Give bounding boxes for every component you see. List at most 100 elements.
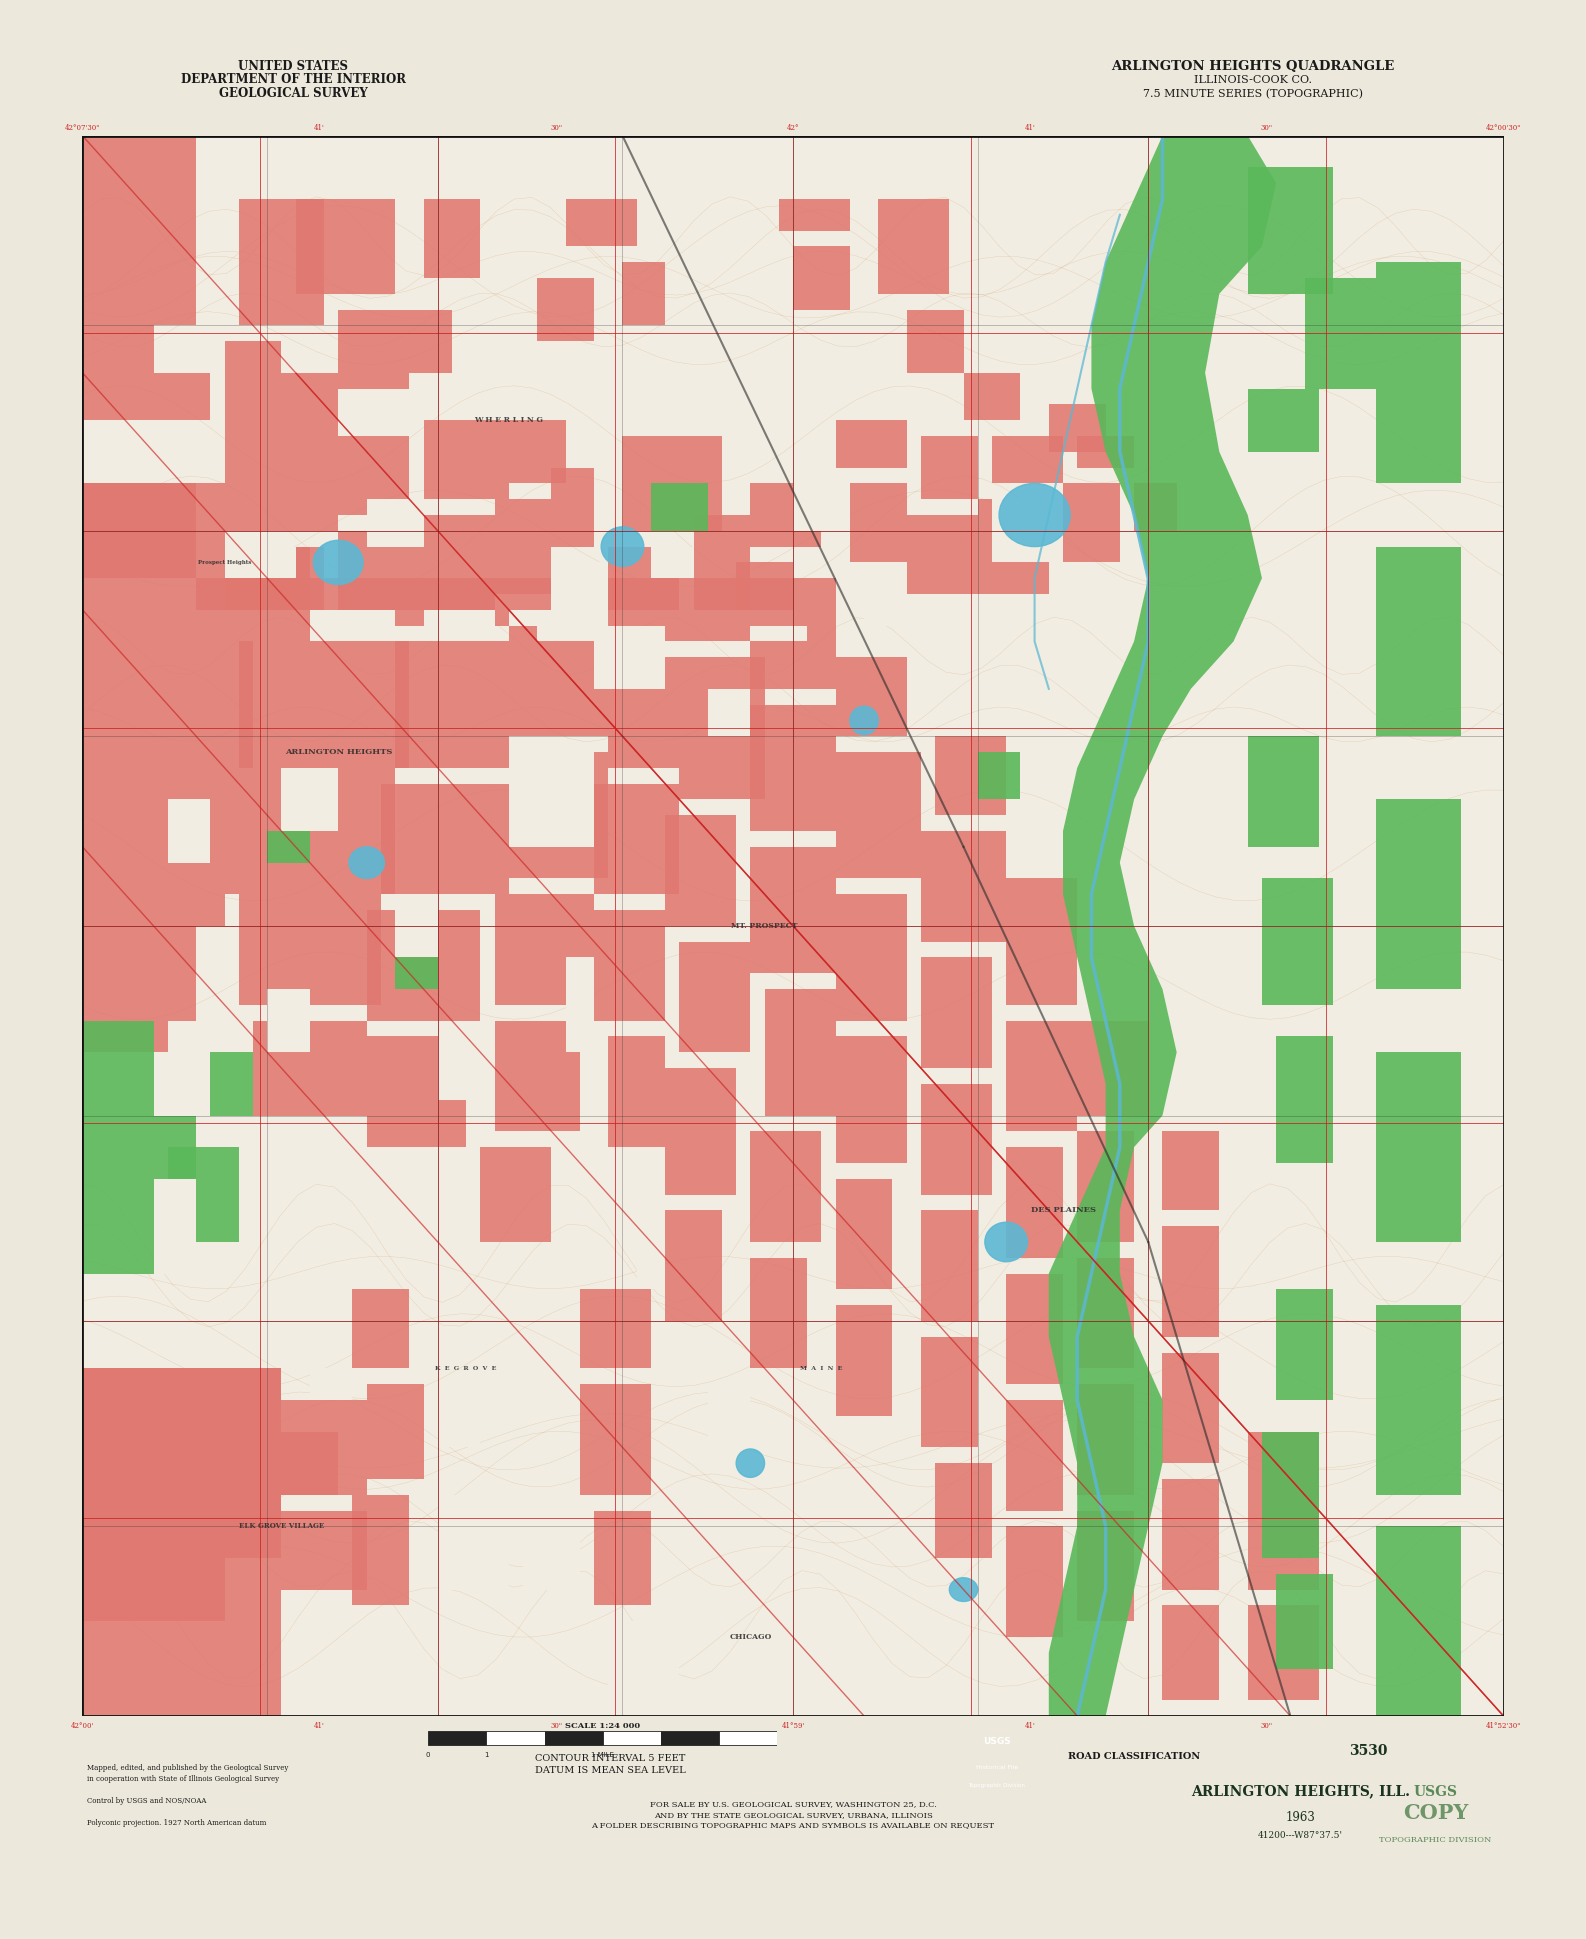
Bar: [736, 562, 793, 609]
Bar: [552, 467, 595, 547]
Text: 7.5 MINUTE SERIES (TOPOGRAPHIC): 7.5 MINUTE SERIES (TOPOGRAPHIC): [1144, 89, 1362, 99]
Bar: [991, 436, 1063, 483]
Polygon shape: [82, 1369, 338, 1621]
Bar: [636, 1210, 665, 1289]
Bar: [921, 832, 1006, 942]
Text: ELK GROVE VILLAGE: ELK GROVE VILLAGE: [239, 1522, 324, 1530]
Bar: [239, 200, 324, 326]
Text: 1: 1: [484, 1753, 488, 1759]
Text: 30": 30": [1261, 124, 1272, 132]
Bar: [650, 547, 693, 578]
Bar: [1077, 436, 1134, 467]
Bar: [82, 578, 254, 768]
Bar: [622, 262, 665, 326]
Text: 41': 41': [314, 1722, 325, 1730]
Text: CONTOUR INTERVAL 5 FEET
DATUM IS MEAN SEA LEVEL: CONTOUR INTERVAL 5 FEET DATUM IS MEAN SE…: [534, 1755, 687, 1774]
Bar: [921, 436, 977, 498]
Text: ARLINGTON HEIGHTS QUADRANGLE: ARLINGTON HEIGHTS QUADRANGLE: [1112, 60, 1394, 74]
Bar: [309, 1369, 352, 1400]
Text: Topographic Division: Topographic Division: [969, 1784, 1025, 1788]
Bar: [225, 547, 295, 578]
Bar: [1163, 1225, 1220, 1336]
Bar: [1163, 1605, 1220, 1701]
Text: 42°00': 42°00': [71, 1722, 94, 1730]
Bar: [544, 1732, 603, 1745]
Text: 42°07'30": 42°07'30": [65, 124, 100, 132]
Bar: [338, 310, 409, 388]
Text: DEPARTMENT OF THE INTERIOR: DEPARTMENT OF THE INTERIOR: [181, 74, 406, 87]
Bar: [836, 1037, 907, 1163]
Polygon shape: [1048, 136, 1277, 1716]
Bar: [718, 1732, 777, 1745]
Bar: [764, 989, 836, 1115]
Bar: [438, 1020, 495, 1099]
Bar: [566, 200, 636, 246]
Bar: [487, 1732, 544, 1745]
Bar: [82, 768, 225, 927]
Bar: [1006, 1274, 1063, 1384]
Bar: [1163, 1479, 1220, 1590]
Text: 1963: 1963: [1286, 1811, 1315, 1825]
Bar: [936, 737, 1006, 814]
Bar: [309, 609, 395, 642]
Bar: [779, 200, 850, 231]
Bar: [509, 752, 609, 878]
Bar: [281, 768, 338, 832]
Bar: [254, 1020, 366, 1115]
Bar: [1063, 483, 1120, 562]
Bar: [864, 593, 921, 626]
Bar: [907, 516, 977, 593]
Bar: [1262, 878, 1332, 1004]
Bar: [495, 498, 552, 593]
Bar: [423, 421, 509, 498]
Bar: [1134, 483, 1177, 531]
Bar: [595, 909, 665, 1020]
Bar: [281, 1400, 366, 1495]
Text: 42°: 42°: [787, 124, 799, 132]
Ellipse shape: [314, 541, 363, 584]
Bar: [836, 894, 907, 1020]
Text: DES PLAINES: DES PLAINES: [1031, 1206, 1096, 1214]
Bar: [707, 688, 750, 737]
Bar: [609, 547, 679, 609]
Bar: [1077, 1384, 1134, 1495]
Text: 41': 41': [1025, 1722, 1036, 1730]
Bar: [1277, 1574, 1332, 1669]
Bar: [381, 783, 509, 894]
Bar: [225, 547, 324, 609]
Bar: [1375, 799, 1461, 989]
Text: Historical File: Historical File: [975, 1766, 1018, 1770]
Bar: [352, 1495, 409, 1605]
Text: 1 MILE: 1 MILE: [592, 1753, 614, 1759]
Bar: [82, 136, 197, 326]
Bar: [566, 958, 595, 1053]
Bar: [266, 989, 309, 1053]
Bar: [225, 768, 395, 894]
Bar: [509, 626, 609, 737]
Text: GEOLOGICAL SURVEY: GEOLOGICAL SURVEY: [219, 87, 368, 101]
Bar: [580, 1384, 650, 1495]
Bar: [921, 1336, 977, 1446]
Bar: [1077, 1258, 1134, 1369]
Ellipse shape: [601, 527, 644, 566]
Bar: [352, 1289, 409, 1369]
Bar: [197, 1053, 254, 1115]
Bar: [266, 832, 309, 863]
Bar: [481, 1148, 552, 1241]
Bar: [650, 483, 707, 531]
Bar: [679, 942, 750, 1053]
Text: 30": 30": [1261, 1722, 1272, 1730]
Bar: [1006, 1400, 1063, 1510]
Bar: [750, 626, 807, 642]
Ellipse shape: [736, 1448, 764, 1478]
Text: 41200---W87°37.5': 41200---W87°37.5': [1258, 1830, 1343, 1840]
Bar: [395, 642, 509, 768]
Bar: [1006, 878, 1077, 1004]
Bar: [82, 326, 154, 421]
Bar: [1006, 1526, 1063, 1637]
Bar: [1262, 1431, 1320, 1559]
Bar: [1248, 1605, 1320, 1701]
Bar: [750, 1130, 822, 1241]
Bar: [1248, 388, 1320, 452]
Bar: [395, 942, 438, 989]
